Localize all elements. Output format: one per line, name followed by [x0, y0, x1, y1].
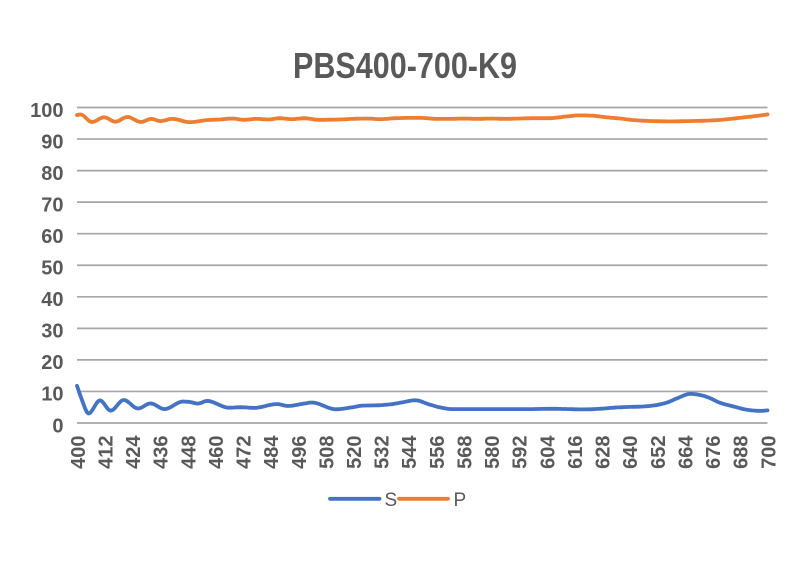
svg-text:700: 700 — [758, 436, 780, 469]
svg-text:100: 100 — [30, 100, 63, 122]
svg-text:520: 520 — [344, 436, 366, 469]
svg-text:688: 688 — [731, 436, 753, 469]
svg-text:472: 472 — [233, 436, 255, 469]
svg-text:496: 496 — [289, 436, 311, 469]
svg-text:580: 580 — [482, 436, 504, 469]
svg-text:70: 70 — [41, 194, 63, 216]
svg-text:628: 628 — [593, 436, 615, 469]
svg-text:532: 532 — [372, 436, 394, 469]
svg-text:90: 90 — [41, 131, 63, 153]
svg-text:P: P — [454, 490, 467, 511]
svg-text:640: 640 — [620, 436, 642, 469]
svg-text:S: S — [385, 490, 398, 511]
svg-text:484: 484 — [261, 435, 283, 469]
svg-text:652: 652 — [648, 436, 670, 469]
svg-text:424: 424 — [123, 435, 145, 469]
svg-text:PBS400-700-K9: PBS400-700-K9 — [293, 45, 517, 86]
svg-text:30: 30 — [41, 321, 63, 343]
svg-text:556: 556 — [427, 436, 449, 469]
svg-text:448: 448 — [178, 436, 200, 469]
svg-text:664: 664 — [675, 435, 697, 469]
svg-text:676: 676 — [703, 436, 725, 469]
svg-text:616: 616 — [565, 436, 587, 469]
svg-text:10: 10 — [41, 384, 63, 406]
svg-text:592: 592 — [510, 436, 532, 469]
svg-text:412: 412 — [95, 436, 117, 469]
svg-text:20: 20 — [41, 352, 63, 374]
svg-text:604: 604 — [537, 435, 559, 469]
svg-text:460: 460 — [206, 436, 228, 469]
svg-text:50: 50 — [41, 258, 63, 280]
svg-text:80: 80 — [41, 163, 63, 185]
svg-text:544: 544 — [399, 435, 421, 469]
svg-text:40: 40 — [41, 289, 63, 311]
svg-text:508: 508 — [316, 436, 338, 469]
svg-text:0: 0 — [52, 415, 63, 437]
svg-text:60: 60 — [41, 226, 63, 248]
svg-text:400: 400 — [68, 436, 90, 469]
svg-text:436: 436 — [151, 436, 173, 469]
svg-text:568: 568 — [454, 436, 476, 469]
